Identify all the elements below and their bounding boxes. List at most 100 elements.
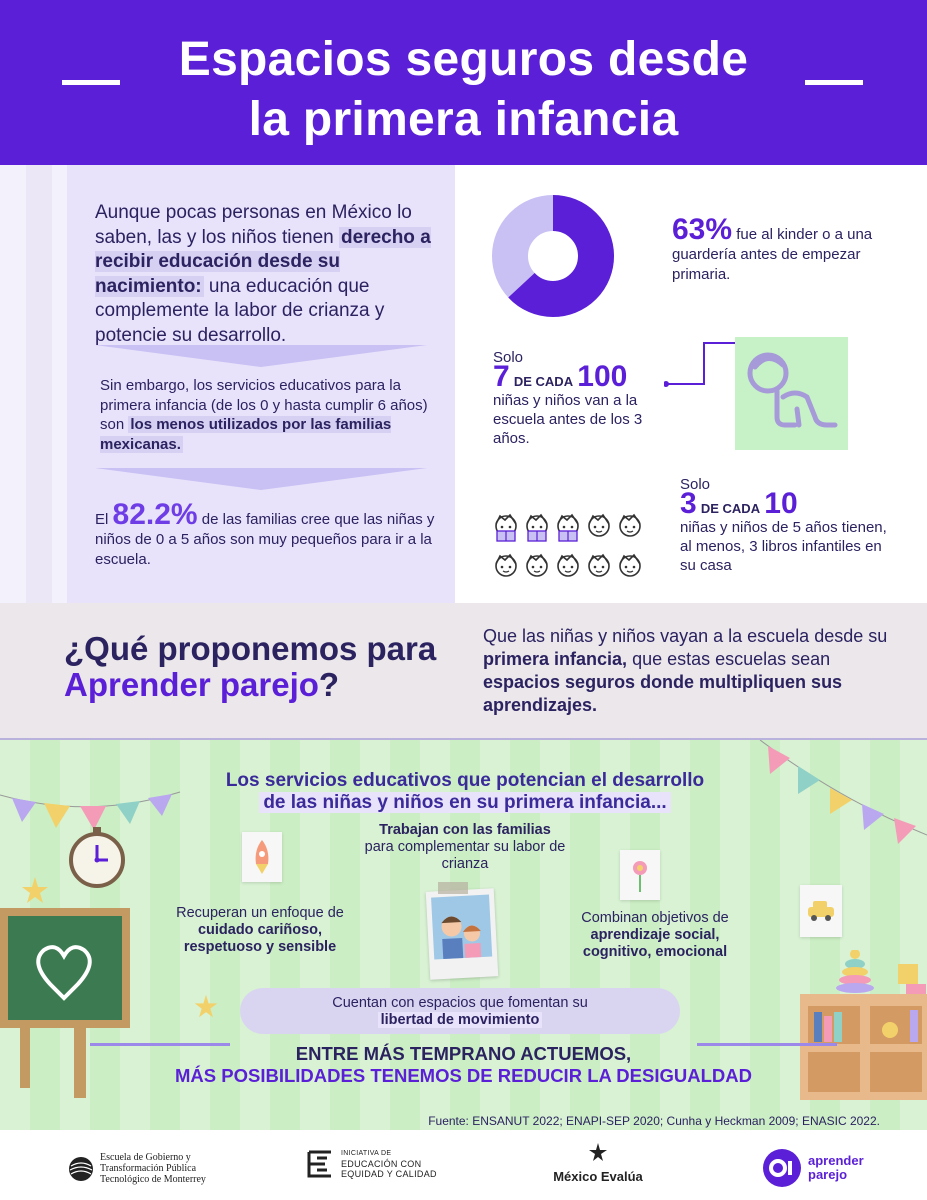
- toy-car-icon: [808, 901, 834, 921]
- mexico-evalua-logo: México Evalúa: [552, 1142, 644, 1184]
- proposal-section: ¿Qué proponemos para Aprender parejo? Qu…: [0, 603, 927, 740]
- service-care-text: Recuperan un enfoque de: [176, 905, 344, 921]
- child-with-book-icon: [495, 513, 517, 542]
- question-text-post: ?: [318, 666, 340, 703]
- kinder-stat: 63% fue al kinder o a una guardería ante…: [672, 215, 902, 285]
- services-title-line2: de las niñas y niños en su primera infan…: [259, 792, 671, 813]
- call-to-action: ENTRE MÁS TEMPRANO ACTUEMOS, MÁS POSIBIL…: [90, 1043, 837, 1087]
- service-care: Recuperan un enfoque de cuidado cariñoso…: [160, 905, 360, 956]
- child-icon: [619, 513, 641, 537]
- chalkboard-easel-illustration: [0, 908, 130, 1098]
- service-movement-text: Cuentan con espacios que fomentan su: [332, 995, 588, 1011]
- down-arrow-2: [95, 468, 427, 490]
- intro-text-pre: Aunque pocas personas en México lo saben…: [95, 202, 412, 248]
- service-movement: Cuentan con espacios que fomentan su lib…: [240, 988, 680, 1034]
- mexico-evalua-text: México Evalúa: [553, 1169, 643, 1184]
- usage-text-pre: Sin embargo, los servicios educativos pa…: [100, 377, 428, 433]
- child-icon: [526, 553, 548, 577]
- rocket-icon: [255, 840, 269, 874]
- bunting-decoration: [0, 740, 927, 844]
- parejo-text: parejo: [808, 1167, 848, 1182]
- kinder-percent: 63%: [672, 213, 733, 246]
- aprender-text: aprender: [808, 1153, 864, 1168]
- services-title-line1: Los servicios educativos que potencian e…: [225, 770, 705, 791]
- child-icon: [495, 553, 517, 577]
- services-section: Los servicios educativos que potencian e…: [0, 740, 927, 1130]
- tec-monterrey-logo: Escuela de Gobierno y Transformación Púb…: [68, 1152, 206, 1185]
- cta-line-right: [697, 1043, 837, 1046]
- child-with-book-icon: [557, 513, 579, 542]
- flower-card: [620, 850, 660, 900]
- kinder-donut-chart: [492, 195, 614, 317]
- books-decada: DE CADA: [700, 501, 761, 516]
- family-photo-frame: [425, 888, 499, 980]
- service-families-bold: Trabajan con las familias: [379, 822, 551, 838]
- usage-paragraph: Sin embargo, los servicios educativos pa…: [100, 376, 440, 454]
- intro-paragraph: Aunque pocas personas en México lo saben…: [95, 201, 445, 348]
- iniciativa-logo: INICIATIVA DE EDUCACIÓN CON EQUIDAD Y CA…: [305, 1148, 437, 1180]
- footer-logos: Escuela de Gobierno y Transformación Púb…: [0, 1130, 927, 1200]
- service-objectives-bold: aprendizaje social, cognitivo, emocional: [582, 927, 728, 960]
- service-objectives-text: Combinan objetivos de: [581, 910, 729, 926]
- down-arrow-1: [95, 345, 427, 367]
- child-icon: [588, 513, 610, 537]
- child-icon: [557, 553, 579, 577]
- tec-globe-icon: [69, 1156, 93, 1181]
- service-care-bold: cuidado cariñoso, respetuoso y sensible: [183, 922, 337, 955]
- under3-stat: Solo 7 DE CADA 100 niñas y niños van a l…: [493, 348, 663, 448]
- star-icon: [194, 994, 218, 1018]
- clock-icon: [69, 827, 125, 888]
- header-banner: Espacios seguros desde la primera infanc…: [0, 0, 927, 165]
- books-total: 10: [764, 487, 798, 520]
- books-stat: Solo 3 DE CADA 10 niñas y niños de 5 año…: [680, 475, 900, 575]
- under3-count: 7: [493, 360, 510, 393]
- service-families-text: para complementar su labor de crianza: [364, 839, 566, 872]
- cta-line1: ENTRE MÁS TEMPRANO ACTUEMOS,: [295, 1043, 632, 1064]
- answer-text-pre: Que las niñas y niños vayan a la escuela…: [483, 626, 888, 646]
- families-percent: 82.2%: [112, 498, 198, 531]
- source-note: Fuente: ENSANUT 2022; ENAPI-SEP 2020; Cu…: [428, 1114, 880, 1128]
- aprender-parejo-mark-icon: [763, 1149, 801, 1187]
- under3-total: 100: [577, 360, 628, 393]
- under3-text: niñas y niños van a la escuela antes de …: [493, 392, 643, 447]
- tec-line1: Escuela de Gobierno y: [100, 1152, 191, 1163]
- tec-line3: Tecnológico de Monterrey: [100, 1174, 206, 1185]
- cta-line2: MÁS POSIBILIDADES TENEMOS DE REDUCIR LA …: [175, 1065, 752, 1086]
- books-text: niñas y niños de 5 años tienen, al menos…: [680, 519, 887, 574]
- car-card: [800, 885, 842, 937]
- donut-value-arc: [492, 195, 614, 317]
- page-title-line1: Espacios seguros desde: [178, 33, 749, 86]
- answer-text-mid: que estas escuelas sean: [627, 649, 831, 669]
- cta-line-left: [90, 1043, 230, 1046]
- children-books-grid: [495, 513, 641, 577]
- intro-section: Aunque pocas personas en México lo saben…: [0, 165, 927, 603]
- toy-shelf-illustration: [800, 950, 927, 1100]
- iniciativa-line2: EDUCACIÓN CON: [341, 1159, 422, 1169]
- answer-bold-1: primera infancia,: [483, 649, 628, 669]
- child-with-book-icon: [526, 513, 548, 542]
- tape-decoration: [438, 882, 468, 894]
- star-icon: [22, 877, 48, 903]
- proposal-question: ¿Qué proponemos para Aprender parejo?: [64, 631, 474, 703]
- title-dash-left: [62, 80, 120, 85]
- aprender-parejo-logo: aprender parejo: [762, 1148, 864, 1188]
- books-solo-label: Solo: [680, 476, 711, 493]
- page-title-line2: la primera infancia: [248, 93, 679, 146]
- under3-decada: DE CADA: [513, 374, 574, 389]
- baby-icon: [747, 352, 838, 428]
- title-dash-right: [805, 80, 863, 85]
- tec-line2: Transformación Pública: [100, 1163, 197, 1174]
- under3-solo-label: Solo: [493, 349, 524, 366]
- iniciativa-line3: EQUIDAD Y CALIDAD: [341, 1169, 437, 1179]
- flower-icon: [633, 861, 647, 892]
- service-families: Trabajan con las familias para complemen…: [360, 822, 570, 873]
- services-title: Los servicios educativos que potencian e…: [150, 770, 780, 814]
- intro-text-post: una educación que complemente la labor d…: [95, 275, 385, 346]
- rocket-card: [242, 832, 282, 882]
- mexico-evalua-mark-icon: [589, 1143, 607, 1161]
- families-text-post: de las familias cree que las niñas y niñ…: [95, 511, 435, 568]
- proposal-answer: Que las niñas y niños vayan a la escuela…: [483, 625, 903, 717]
- connector-line: [664, 341, 742, 387]
- books-count: 3: [680, 487, 697, 520]
- family-photo-icon: [431, 894, 493, 960]
